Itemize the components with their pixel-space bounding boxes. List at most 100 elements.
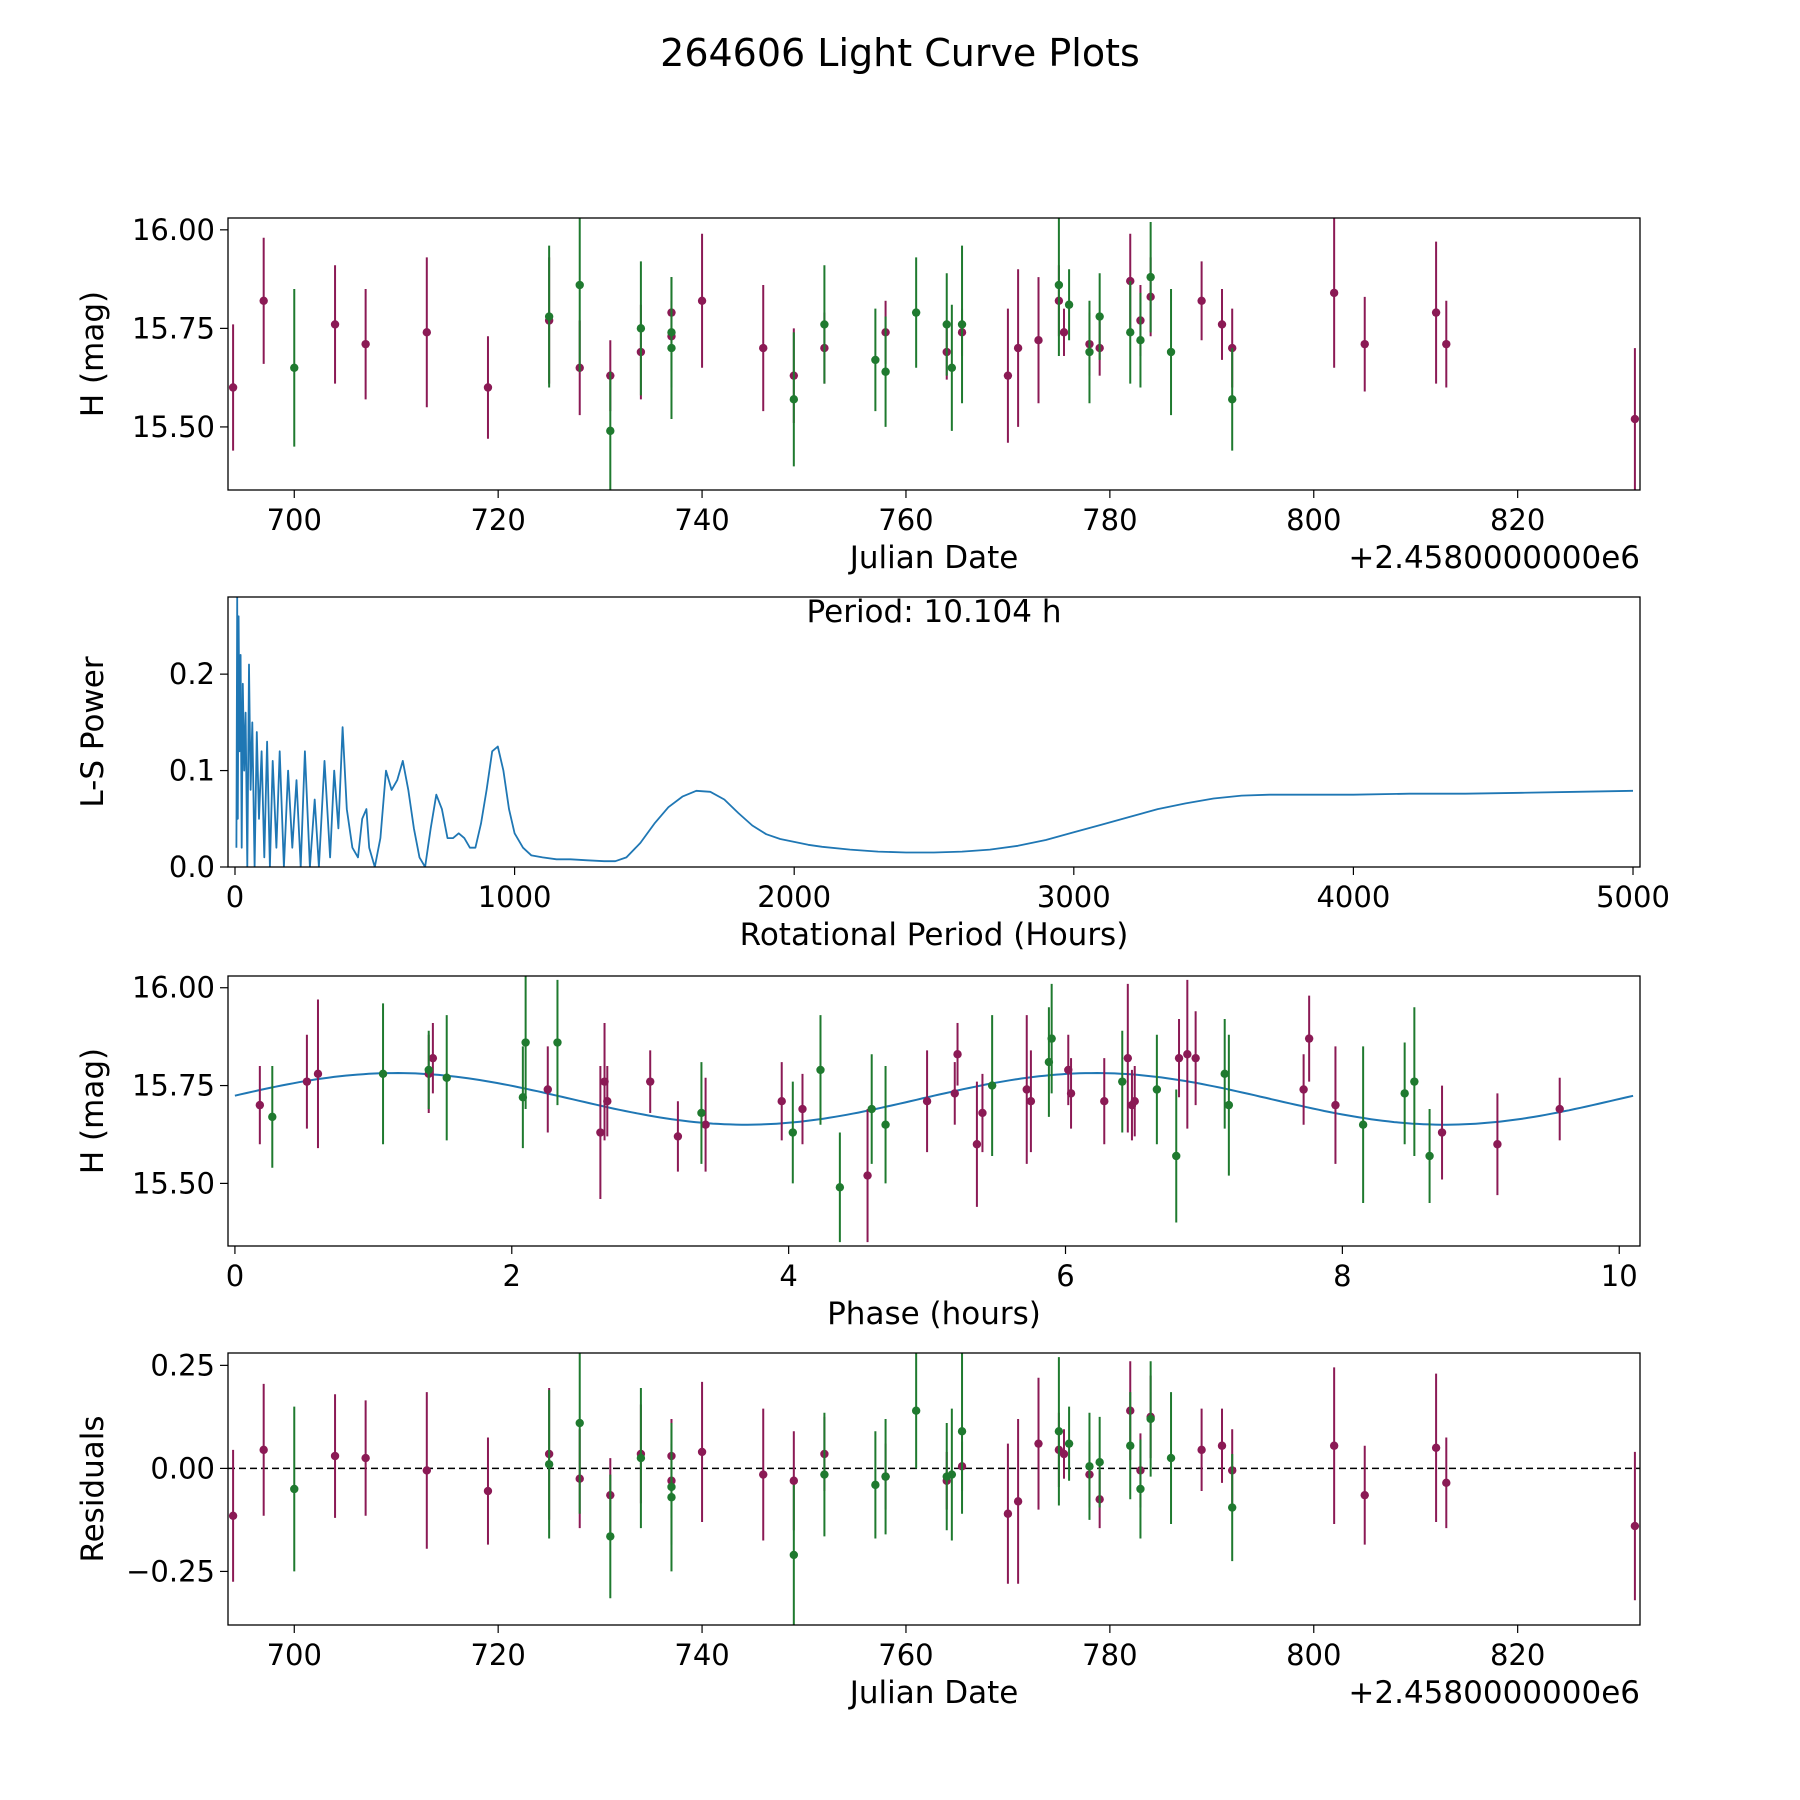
x-tick-label: 800 [1286, 503, 1341, 537]
sinusoid-fit-line [234, 1071, 1634, 1126]
panel-periodogram: 0 1000 2000 3000 4000 5000 0.0 0.1 0.2 Rotational… [75, 594, 1670, 953]
data-point [1059, 328, 1069, 337]
data-point [1442, 339, 1451, 349]
data-point [424, 1065, 433, 1075]
data-point [881, 367, 890, 376]
y-tick-label: 16.00 [132, 213, 215, 247]
data-point [290, 363, 299, 372]
data-point [697, 1108, 706, 1118]
plot-frame [227, 1352, 1641, 1626]
data-point [428, 1053, 438, 1063]
data-point [228, 1511, 238, 1520]
x-tick-label: 5000 [1596, 880, 1670, 914]
data-point [759, 1470, 768, 1479]
data-point [1022, 1085, 1031, 1094]
data-point [950, 1089, 959, 1098]
data-point [543, 1085, 552, 1094]
data-point [697, 1447, 707, 1457]
data-point [942, 320, 951, 329]
data-point [1066, 1089, 1076, 1098]
x-tick-label: 2000 [757, 880, 831, 914]
y-axis-label: L-S Power [75, 656, 111, 807]
y-tick-label: 0.0 [169, 850, 215, 884]
data-point [1054, 280, 1064, 290]
data-point [483, 1486, 493, 1496]
data-point [1136, 336, 1145, 345]
data-point [835, 1183, 845, 1192]
data-point [1630, 414, 1640, 424]
plot-data [235, 597, 1634, 867]
x-tick-label: 780 [1082, 503, 1137, 537]
x-tick-label: 820 [1490, 503, 1545, 537]
data-point [863, 1171, 872, 1180]
x-tick-label: 760 [878, 503, 933, 537]
panel-residuals: 700 720 740 760 780 800 820 −0.25 0.00 0.25 Julian… [75, 1348, 1641, 1711]
panels: 700 720 740 760 780 800 82015.5015.7516.00Juli… [75, 213, 1670, 1711]
y-tick-label: 15.75 [132, 1069, 215, 1103]
data-point [1442, 1478, 1451, 1488]
data-point [646, 1077, 655, 1086]
data-point [1146, 272, 1155, 282]
data-point [1085, 1462, 1094, 1471]
plot-data [228, 218, 1640, 490]
x-tick-label: 8 [1333, 1259, 1351, 1293]
x-offset-label: +2.4580000000e6 [1348, 540, 1640, 576]
y-axis-label: Residuals [75, 1415, 111, 1562]
y-tick-label: 0.1 [169, 754, 215, 788]
x-tick-label: 0 [226, 880, 244, 914]
data-point [521, 1038, 530, 1047]
data-point [820, 320, 829, 329]
data-point [606, 1532, 615, 1541]
data-point [759, 343, 768, 353]
x-tick-label: 820 [1490, 1638, 1545, 1672]
x-axis-label: Julian Date [848, 540, 1019, 576]
data-point [788, 1128, 797, 1137]
data-point [1431, 1443, 1441, 1452]
y-tick-label: 15.50 [132, 1166, 215, 1200]
figure-title: 264606 Light Curve Plots [660, 31, 1140, 75]
data-point [1329, 288, 1339, 298]
y-tick-label: −0.25 [126, 1554, 215, 1588]
data-point [259, 1445, 268, 1455]
data-point [922, 1097, 932, 1106]
y-tick-label: 16.00 [132, 971, 215, 1005]
data-point [1064, 1439, 1074, 1448]
data-point [259, 296, 268, 305]
panel-phased: 0 2 4 6 8 10 15.50 15.75 16.00 Phase (hours) H (ma… [75, 971, 1641, 1332]
x-tick-label: 700 [267, 1638, 322, 1672]
data-point [483, 383, 493, 392]
data-point [1299, 1085, 1308, 1094]
data-point [1166, 1453, 1176, 1463]
y-tick-label: 15.75 [132, 311, 215, 345]
data-point [777, 1097, 786, 1106]
data-point [596, 1128, 605, 1137]
data-point [1152, 1085, 1162, 1094]
data-point [1100, 1097, 1109, 1106]
data-point [1003, 371, 1013, 380]
x-axis-label: Julian Date [848, 1675, 1019, 1711]
data-point [1172, 1151, 1181, 1161]
plot-frame [227, 975, 1641, 1247]
x-tick-label: 6 [1056, 1259, 1074, 1293]
x-tick-label: 4 [779, 1259, 797, 1293]
data-point [1130, 1097, 1139, 1106]
data-point [881, 1120, 890, 1129]
data-point [1123, 1053, 1133, 1063]
data-point [789, 1550, 799, 1560]
data-point [957, 320, 967, 329]
data-point [1085, 347, 1094, 357]
data-point [1146, 1414, 1155, 1424]
data-point [911, 308, 921, 317]
plot-frame [227, 217, 1641, 491]
data-point [378, 1069, 388, 1079]
periodogram-line [235, 597, 1634, 867]
data-point [1437, 1128, 1447, 1137]
data-point [1217, 1441, 1227, 1450]
data-point [544, 312, 554, 321]
x-tick-label: 700 [267, 503, 322, 537]
data-point [330, 320, 340, 329]
data-point [1054, 1427, 1064, 1436]
data-point [1034, 336, 1043, 345]
data-point [1228, 395, 1237, 404]
data-point [1358, 1120, 1368, 1129]
